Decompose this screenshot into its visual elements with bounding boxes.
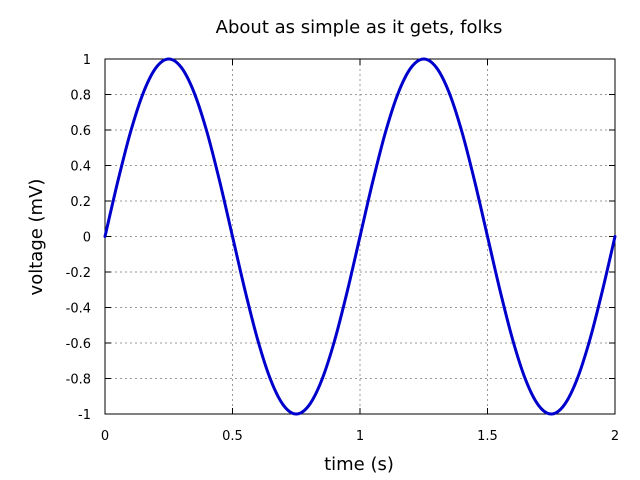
x-tick-label: 2 [611, 429, 619, 444]
y-tick-label: -1 [78, 408, 91, 423]
chart-title: About as simple as it gets, folks [216, 17, 503, 38]
x-tick-label: 0.5 [222, 429, 243, 444]
y-tick-label: -0.2 [66, 266, 91, 281]
y-tick-label: 0.6 [70, 124, 91, 139]
y-tick-label: 1 [83, 53, 91, 68]
y-tick-label: 0 [83, 231, 91, 246]
x-tick-label: 1 [356, 429, 364, 444]
x-axis-label: time (s) [324, 454, 394, 475]
y-tick-label: 0.2 [70, 195, 91, 210]
x-tick-label: 1.5 [477, 429, 498, 444]
y-tick-label: -0.8 [66, 373, 91, 388]
y-tick-label: -0.6 [66, 337, 91, 352]
y-tick-label: 0.8 [70, 89, 91, 104]
y-tick-label: -0.4 [66, 302, 91, 317]
y-axis-label: voltage (mV) [26, 179, 47, 296]
series-layer [103, 57, 617, 416]
ticks: 0 0.5 1 1.5 2 1 0.8 0.6 0.4 0.2 0 -0.2 -0.4 -0.6 -0.8 -… [66, 53, 620, 444]
series-line [103, 57, 617, 416]
y-tick-label: 0.4 [70, 160, 91, 175]
x-tick-label: 0 [101, 429, 109, 444]
